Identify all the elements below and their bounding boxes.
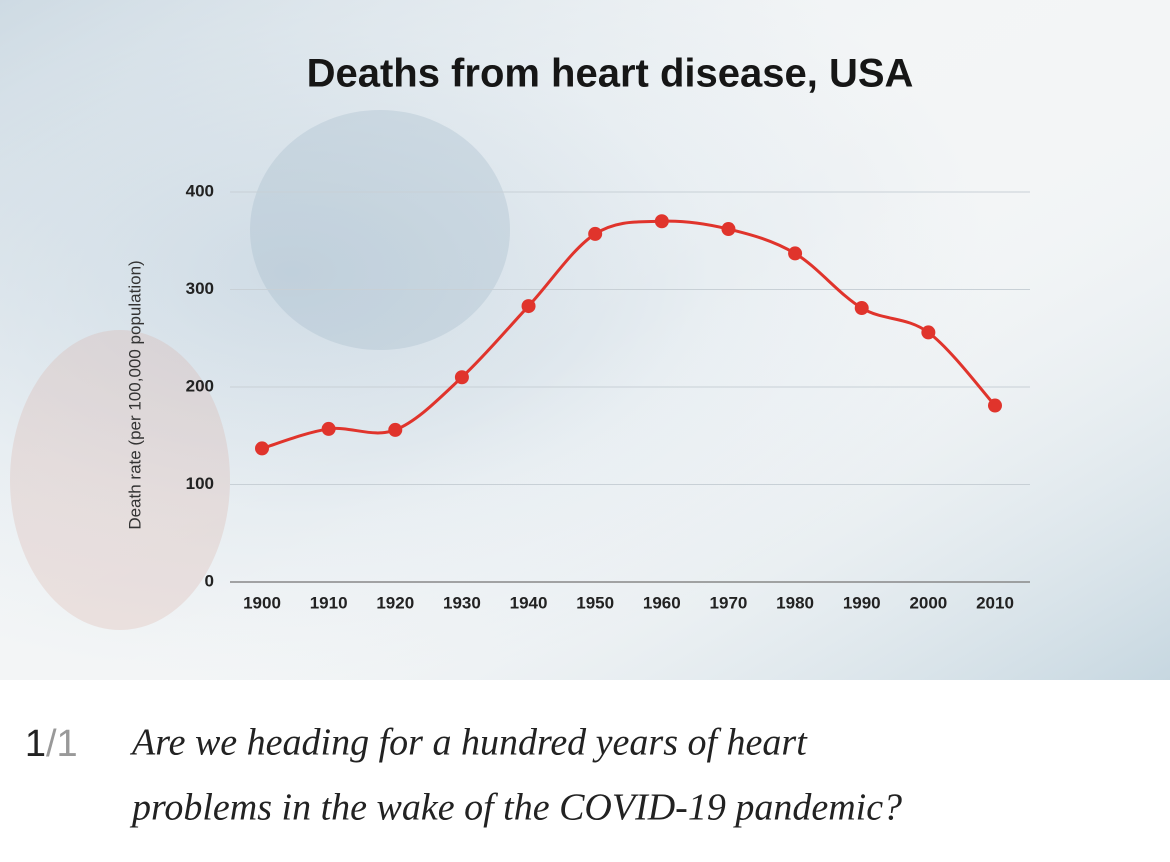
x-tick-label: 1970 bbox=[710, 593, 748, 612]
caption-line: Are we heading for a hundred years of he… bbox=[129, 722, 808, 764]
x-tick-label: 1930 bbox=[443, 593, 481, 612]
x-tick-label: 1940 bbox=[510, 593, 548, 612]
data-point bbox=[521, 299, 536, 314]
caption-line: problems in the wake of the COVID-19 pan… bbox=[129, 787, 902, 829]
decor bbox=[250, 110, 510, 350]
x-tick-label: 1990 bbox=[843, 593, 881, 612]
image-overlay bbox=[0, 0, 1170, 680]
y-tick-label: 100 bbox=[186, 474, 214, 493]
data-point bbox=[321, 421, 336, 436]
y-tick-label: 200 bbox=[186, 376, 214, 395]
data-point bbox=[454, 370, 469, 385]
x-tick-label: 1910 bbox=[310, 593, 348, 612]
data-point bbox=[788, 246, 803, 261]
decor bbox=[10, 330, 230, 630]
data-point bbox=[854, 301, 869, 316]
y-tick-label: 300 bbox=[186, 279, 214, 298]
x-tick-label: 1960 bbox=[643, 593, 681, 612]
data-point bbox=[654, 214, 669, 229]
counter-total: /1 bbox=[46, 723, 78, 765]
data-point bbox=[255, 441, 269, 456]
x-tick-label: 1900 bbox=[243, 593, 281, 612]
chart-title: Deaths from heart disease, USA bbox=[307, 52, 914, 96]
data-point bbox=[588, 226, 603, 241]
x-tick-label: 2010 bbox=[976, 593, 1014, 612]
y-axis-label: Death rate (per 100,000 population) bbox=[125, 260, 144, 529]
data-point bbox=[388, 422, 403, 437]
x-tick-label: 1920 bbox=[376, 593, 414, 612]
x-tick-label: 1980 bbox=[776, 593, 814, 612]
data-point bbox=[988, 398, 1002, 413]
x-tick-label: 1950 bbox=[576, 593, 614, 612]
data-point bbox=[921, 325, 936, 340]
x-tick-label: 2000 bbox=[909, 593, 947, 612]
y-tick-label: 400 bbox=[186, 181, 214, 200]
data-point bbox=[721, 222, 736, 237]
y-tick-label: 0 bbox=[205, 571, 214, 590]
counter-current: 1 bbox=[25, 723, 46, 765]
